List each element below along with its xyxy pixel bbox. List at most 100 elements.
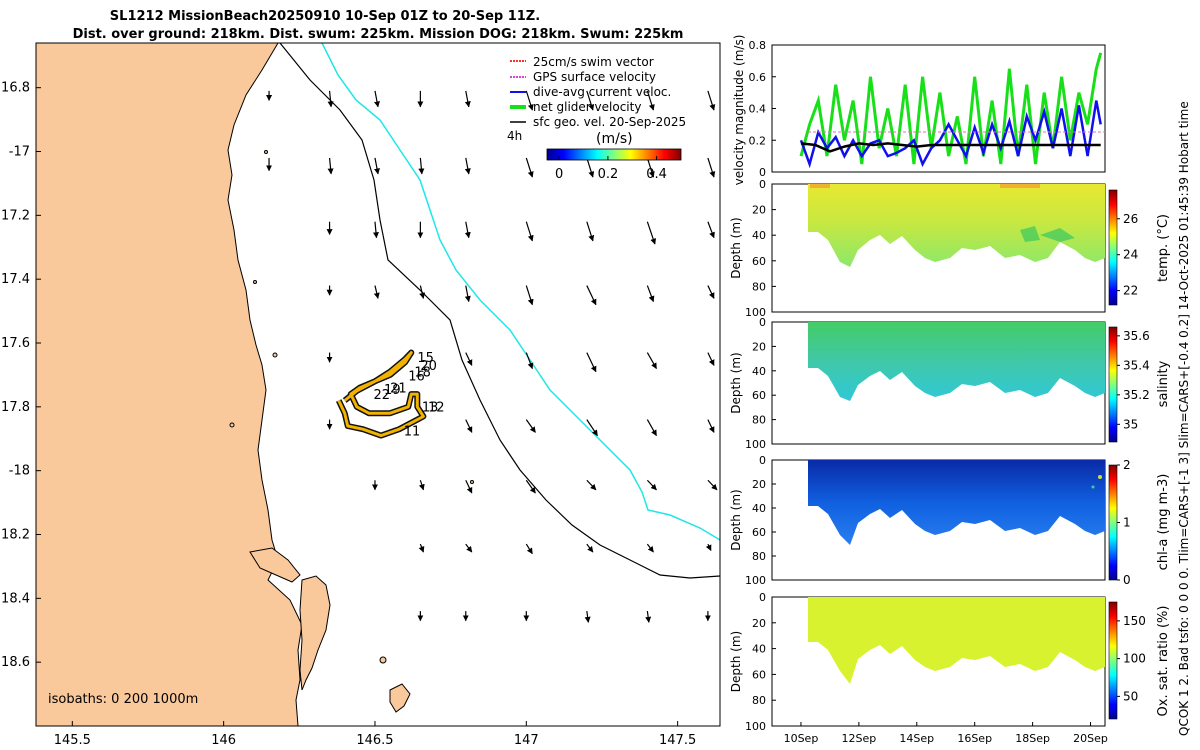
- salinity-section: [808, 322, 1105, 401]
- map-ytick-label: 17.8: [1, 400, 30, 415]
- geo-vector-arrow: [707, 285, 715, 299]
- island: [249, 547, 301, 583]
- map-ytick-label: 17.6: [1, 336, 30, 351]
- temperature-section: [808, 184, 1105, 267]
- velocity-panel: 0 0.2 0.4 0.6 0.8 velocity magnitude (m/s): [732, 35, 1106, 185]
- geo-vector-arrow: [327, 157, 334, 175]
- geo-vector-arrow: [707, 352, 715, 366]
- velocity-ytick-label: 0.8: [749, 39, 767, 52]
- chla-section: [808, 460, 1105, 545]
- islet: [253, 280, 257, 284]
- velocity-ytick-label: 0.6: [749, 71, 767, 84]
- geo-vector-arrow: [646, 157, 655, 178]
- islet: [379, 656, 387, 664]
- depth-tick-label: 0: [759, 178, 766, 191]
- geo-vector-arrow: [584, 611, 591, 623]
- geo-vector-arrow: [465, 419, 473, 433]
- depth-tick-label: 80: [752, 550, 766, 563]
- salinity-clabel: salinity: [1156, 360, 1171, 407]
- series-current-velocity: [799, 100, 1102, 169]
- geo-vector-arrow: [372, 221, 379, 239]
- depth-axis-label: Depth (m): [729, 217, 743, 278]
- geo-vector-arrow: [525, 157, 534, 178]
- date-tick-label: 20Sep: [1073, 732, 1108, 745]
- depth-tick-label: 80: [752, 280, 766, 293]
- map-x-axis: 145.5 146 146.5 147 147.5: [54, 721, 696, 748]
- geo-vector-arrow: [705, 543, 712, 552]
- depth-tick-label: 60: [752, 668, 766, 681]
- map-ytick-label: -17: [9, 145, 30, 160]
- depth-tick-label: 40: [752, 365, 766, 378]
- geo-vector-arrow: [707, 157, 716, 178]
- geo-vector-arrow: [464, 221, 471, 239]
- map-ytick-label: 17.4: [1, 272, 30, 287]
- depth-tick-label: 100: [745, 306, 766, 319]
- geo-vector-arrow: [646, 419, 657, 437]
- map-legend: 25cm/s swim vector GPS surface velocity …: [507, 55, 686, 182]
- geo-vector-arrow: [418, 543, 425, 553]
- isobath-200m: [279, 43, 720, 579]
- depth-tick-label: 80: [752, 414, 766, 427]
- islet: [264, 150, 268, 154]
- chla-high-point: [1098, 475, 1102, 479]
- depth-axis-label: Depth (m): [729, 631, 743, 692]
- track-day-label: 11: [404, 425, 421, 440]
- geo-vector-arrow: [707, 419, 715, 433]
- legend-current: dive-avg current veloc.: [533, 85, 671, 99]
- colorbar-tick-label: 35: [1123, 417, 1138, 431]
- geo-vector-arrow: [646, 221, 657, 245]
- velocity-ytick-label: 0.4: [749, 103, 767, 116]
- qc-side-note: QCOK 1 2. Bad tsfo: 0 0 0 0. Tlim=CARS+[…: [1177, 101, 1191, 736]
- map-ytick-label: 17.2: [1, 208, 30, 223]
- depth-tick-label: 20: [752, 340, 766, 353]
- colorbar-tick-label: 26: [1123, 212, 1138, 226]
- temperature-cool-bottom: [1020, 226, 1075, 242]
- chla-clabel: chl-a (mg m-3): [1156, 474, 1171, 571]
- colorbar-tick-label: 22: [1123, 284, 1138, 298]
- geo-velocity-vectors: [266, 90, 718, 623]
- track-line: [337, 351, 425, 438]
- map-xtick-label: 145.5: [54, 733, 91, 748]
- depth-tick-label: 40: [752, 502, 766, 515]
- geo-vector-arrow: [464, 285, 471, 303]
- figure-title: SL1212 MissionBeach20250910 10-Sep 01Z t…: [110, 9, 540, 24]
- colorbar-tick-label: 2: [1123, 458, 1131, 472]
- legend-swim: 25cm/s swim vector: [533, 55, 654, 69]
- geo-vector-arrow: [419, 285, 426, 299]
- map-ytick-label: 18.2: [1, 528, 30, 543]
- geo-vector-arrow: [464, 157, 471, 175]
- depth-tick-label: 20: [752, 204, 766, 217]
- depth-tick-label: 20: [752, 478, 766, 491]
- map-xtick-label: 146.5: [356, 733, 393, 748]
- geo-vector-arrow: [525, 419, 536, 433]
- map-xtick-label: 146: [211, 733, 236, 748]
- islet: [470, 480, 474, 484]
- colorbar-tick-label: 35.6: [1123, 329, 1150, 343]
- isobath-note: isobaths: 0 200 1000m: [48, 692, 198, 707]
- geo-vector-arrow: [418, 157, 425, 175]
- geo-vector-arrow: [586, 157, 595, 178]
- salinity-colorbar: [1108, 326, 1118, 443]
- date-tick-label: 12Sep: [842, 732, 877, 745]
- velocity-ytick-label: 0.2: [749, 134, 767, 147]
- depth-tick-label: 60: [752, 255, 766, 268]
- geo-vector-arrow: [646, 285, 655, 303]
- geo-vector-arrow: [525, 352, 534, 370]
- date-tick-label: 16Sep: [957, 732, 992, 745]
- land: [36, 43, 303, 726]
- time-label: 4h: [507, 129, 522, 143]
- island-south: [389, 683, 411, 713]
- temperature-clabel: temp. (°C): [1156, 214, 1171, 282]
- track-day-label: 16: [408, 370, 425, 385]
- geo-vector-arrow: [525, 479, 536, 494]
- map-y-axis: 16.8 -17 17.2 17.4 17.6 17.8 -18 18.2 18.4 18.6: [1, 81, 41, 670]
- geo-vector-arrow: [464, 90, 471, 108]
- geo-vector-arrow: [525, 90, 534, 111]
- map-ytick-label: 16.8: [1, 81, 30, 96]
- chla-colorbar: [1108, 464, 1118, 581]
- temperature-warm-top: [810, 184, 1040, 188]
- depth-axis-label: Depth (m): [729, 489, 743, 550]
- geo-vector-arrow: [586, 221, 595, 242]
